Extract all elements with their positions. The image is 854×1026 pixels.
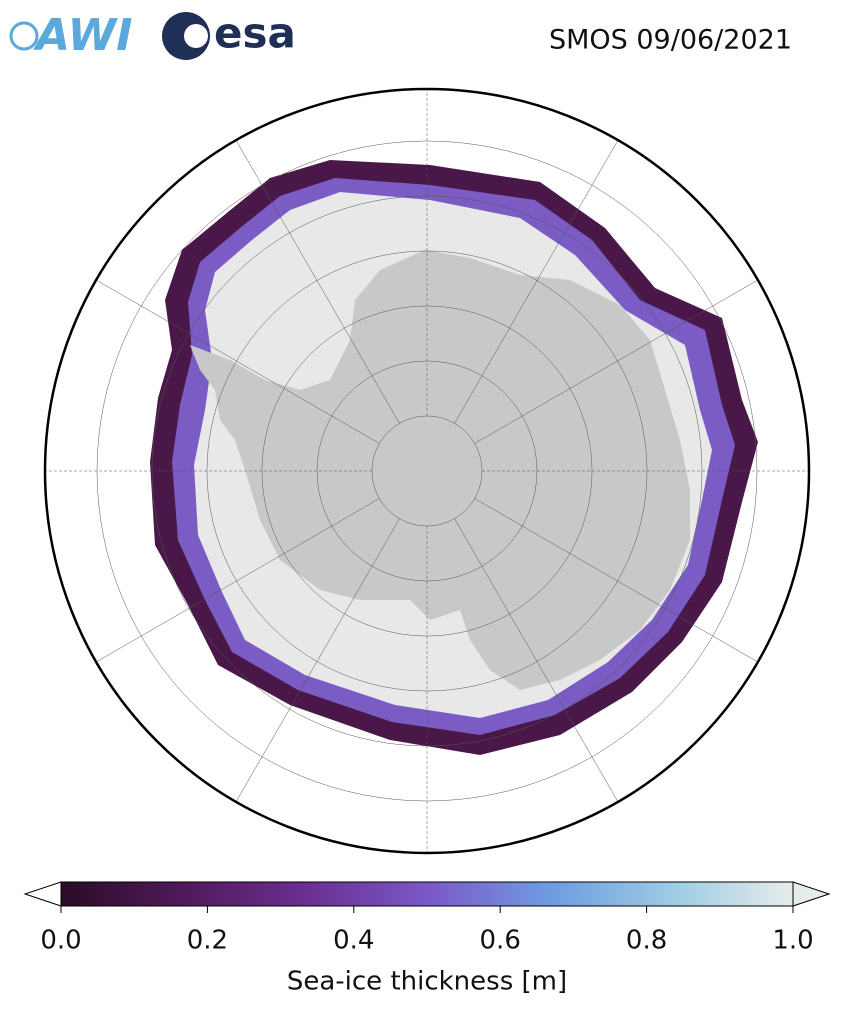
- colorbar: Sea-ice thickness [m] 0.0 0.2 0.4 0.6 0.8 1.0: [23, 881, 831, 997]
- meridian: [474, 279, 758, 444]
- title: SMOS 09/06/2021: [549, 25, 792, 56]
- colorbar-tick-label: 0.0: [40, 926, 81, 956]
- meridian: [96, 498, 380, 663]
- awi-logo: AWI: [9, 10, 133, 61]
- logo-text: AWI: [33, 10, 133, 61]
- colorbar-tick-label: 0.2: [187, 926, 228, 956]
- colorbar-tick-label: 1.0: [772, 926, 813, 956]
- meridian: [454, 518, 619, 802]
- logo-text: esa: [214, 9, 296, 58]
- map-frame: [43, 87, 811, 855]
- colorbar-tick-label: 0.6: [480, 926, 521, 956]
- meridian: [96, 279, 380, 444]
- antarctica: [190, 250, 690, 690]
- meridian: [474, 498, 758, 663]
- meridian: [454, 140, 619, 424]
- map: [45, 89, 809, 853]
- meridian: [235, 140, 400, 424]
- colorbar-label: Sea-ice thickness [m]: [287, 967, 567, 997]
- graticule: [45, 89, 809, 853]
- colorbar-bar: [60, 881, 794, 907]
- esa-logo: esa: [162, 9, 296, 60]
- colorbar-under: [23, 881, 62, 907]
- colorbar-tick-label: 0.8: [626, 926, 667, 956]
- colorbar-over: [792, 881, 831, 907]
- meridian: [235, 518, 400, 802]
- colorbar-tick-label: 0.4: [333, 926, 374, 956]
